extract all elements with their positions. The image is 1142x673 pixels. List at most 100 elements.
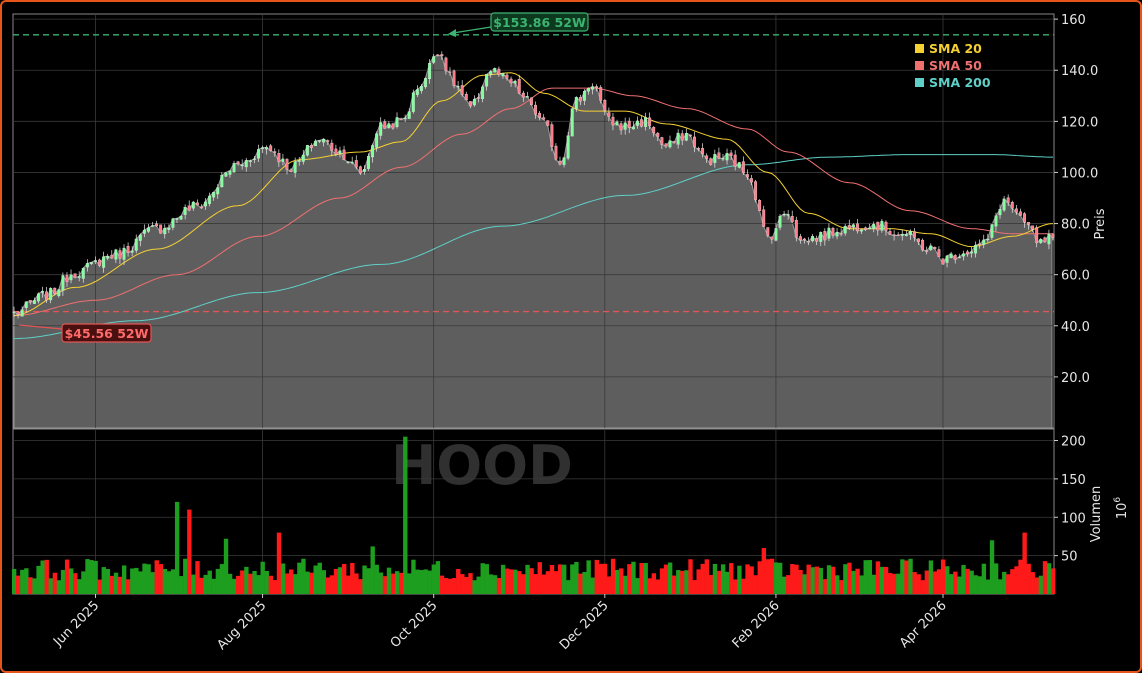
candle — [309, 145, 313, 148]
volume-bar — [284, 573, 290, 594]
volume-bar — [606, 576, 612, 594]
candle — [456, 85, 460, 88]
ticker-watermark: HOOD — [391, 434, 573, 497]
candle — [350, 161, 354, 164]
volume-bar — [382, 576, 388, 594]
volume-bar — [623, 575, 628, 594]
candle — [191, 201, 195, 209]
candle — [530, 97, 533, 106]
candle — [737, 162, 741, 168]
volume-bar — [729, 563, 734, 594]
volume-bar — [798, 569, 803, 594]
candle — [831, 228, 835, 236]
volume-bar — [1030, 572, 1035, 594]
volume-bar — [557, 564, 563, 594]
volume-axis-label: Volumen — [1089, 486, 1104, 543]
candle — [542, 117, 546, 120]
volume-bar — [390, 573, 396, 594]
candles — [12, 51, 1055, 319]
volume-bar — [40, 560, 45, 594]
volume-bar — [602, 563, 608, 594]
candle — [1031, 225, 1035, 230]
candle — [73, 273, 77, 278]
volume-bar — [566, 580, 571, 594]
candle — [774, 228, 778, 241]
candle — [603, 99, 607, 111]
candle — [750, 178, 753, 183]
candle — [640, 119, 643, 127]
candle — [998, 209, 1002, 216]
candle — [835, 232, 839, 237]
candle — [745, 174, 749, 178]
candle — [432, 56, 436, 63]
y-tick-label: 120.0 — [1061, 115, 1098, 130]
volume-bar — [818, 567, 824, 594]
candle — [36, 293, 40, 302]
volume-bar — [346, 575, 351, 594]
volume-bar — [814, 566, 820, 594]
candle — [49, 287, 53, 301]
price-axis-label: Preis — [1093, 208, 1108, 239]
candle — [847, 225, 851, 229]
candle — [281, 158, 285, 162]
candle — [864, 227, 868, 230]
volume-bar — [378, 572, 384, 594]
volume-bar — [394, 571, 400, 594]
candle — [843, 226, 847, 234]
candle — [232, 163, 236, 173]
candle — [106, 255, 110, 259]
volume-bar — [643, 562, 648, 594]
candle — [1018, 211, 1022, 216]
candle — [472, 98, 476, 106]
volume-bar — [863, 560, 868, 594]
candle — [367, 155, 370, 169]
candle — [175, 218, 179, 220]
volume-bar — [826, 565, 832, 594]
candle — [525, 96, 529, 98]
x-tick-label: Jun 2025 — [50, 598, 102, 650]
candle — [851, 224, 855, 228]
volume-bar — [594, 559, 599, 594]
volume-bar — [1046, 563, 1052, 594]
candle — [224, 172, 228, 177]
candle — [538, 112, 542, 118]
candle — [269, 145, 273, 151]
legend-swatch — [915, 78, 924, 87]
candle — [713, 154, 717, 163]
volume-bar — [635, 578, 640, 594]
volume-bar — [362, 565, 367, 594]
candle — [1027, 222, 1031, 225]
volume-bar — [965, 568, 970, 594]
volume-bar — [1034, 577, 1040, 594]
volume-bar — [875, 561, 881, 594]
candle — [790, 215, 794, 223]
volume-bar — [317, 562, 322, 594]
volume-bar — [570, 564, 575, 594]
volume-bar — [1022, 532, 1027, 594]
candle — [118, 250, 122, 259]
candle — [497, 68, 501, 75]
volume-bar — [268, 575, 274, 594]
candle — [1010, 201, 1014, 209]
candle — [407, 111, 411, 119]
volume-bar — [105, 568, 111, 594]
volume-bar — [170, 569, 176, 594]
volume-bar — [73, 573, 78, 594]
volume-bar — [773, 562, 779, 594]
volume-bar — [476, 576, 481, 594]
candle — [505, 74, 509, 79]
candle — [741, 161, 745, 174]
candle — [424, 78, 427, 88]
volume-bar — [101, 567, 106, 594]
candle — [428, 63, 432, 80]
volume-bar — [786, 575, 791, 594]
y-tick-label: 80.0 — [1061, 218, 1090, 233]
volume-bar — [272, 579, 278, 594]
candle — [692, 136, 696, 148]
volume-bar — [411, 559, 416, 594]
volume-bar — [236, 575, 241, 594]
candle — [884, 221, 888, 231]
candle — [236, 161, 240, 164]
candle — [896, 234, 900, 236]
volume-bar — [142, 563, 147, 594]
